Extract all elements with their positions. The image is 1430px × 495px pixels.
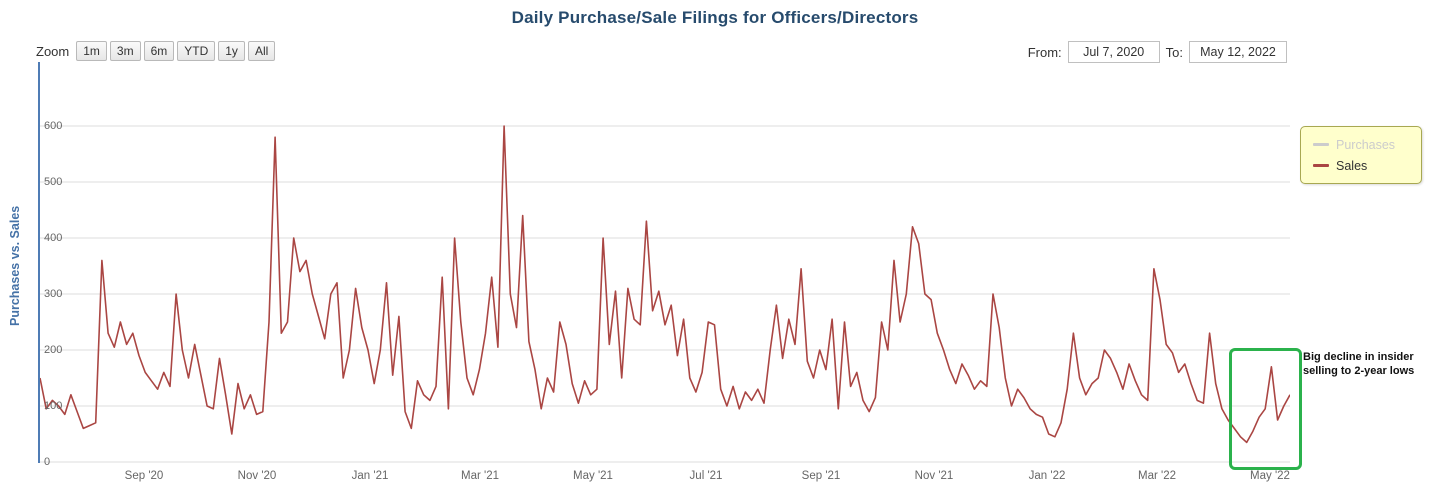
zoom-button-3m[interactable]: 3m <box>109 41 141 61</box>
x-axis-tick-label: Sep '20 <box>124 470 164 482</box>
x-axis-tick-label: Jan '22 <box>1028 470 1066 482</box>
x-axis-tick-label: Mar '22 <box>1138 470 1176 482</box>
legend-label-purchases: Purchases <box>1336 137 1396 152</box>
zoom-button-ytd[interactable]: YTD <box>177 41 216 61</box>
y-axis-line <box>38 62 40 463</box>
legend: Purchases Sales <box>1300 126 1422 184</box>
annotation-highlight-box <box>1229 348 1302 470</box>
zoom-button-all[interactable]: All <box>247 41 276 61</box>
zoom-button-6m[interactable]: 6m <box>143 41 175 61</box>
range-selector: Zoom 1m 3m 6m YTD 1y All <box>36 41 276 61</box>
x-axis-tick-label: May '22 <box>1250 470 1290 482</box>
x-axis-tick-label: Jan '21 <box>351 470 389 482</box>
x-axis-tick-label: Jul '21 <box>689 470 723 482</box>
legend-item-sales[interactable]: Sales <box>1313 155 1421 176</box>
from-label: From: <box>1027 44 1062 60</box>
legend-label-sales: Sales <box>1336 158 1368 173</box>
legend-marker-sales <box>1313 164 1329 167</box>
y-axis-title: Purchases vs. Sales <box>8 205 22 327</box>
x-axis-tick-label: Mar '21 <box>461 470 499 482</box>
zoom-buttons: 1m 3m 6m YTD 1y All <box>76 41 276 61</box>
plot-svg <box>40 125 1290 463</box>
from-date-input[interactable] <box>1067 41 1160 63</box>
legend-item-purchases[interactable]: Purchases <box>1313 134 1421 155</box>
zoom-button-1m[interactable]: 1m <box>76 41 107 61</box>
chart-title: Daily Purchase/Sale Filings for Officers… <box>511 8 919 27</box>
zoom-label: Zoom <box>36 43 70 59</box>
to-label: To: <box>1165 44 1183 60</box>
zoom-button-1y[interactable]: 1y <box>218 41 245 61</box>
to-date-input[interactable] <box>1189 41 1287 63</box>
x-axis-tick-label: May '21 <box>573 470 613 482</box>
x-axis-tick-label: Nov '20 <box>237 470 277 482</box>
x-axis-tick-label: Sep '21 <box>801 470 841 482</box>
plot-area[interactable] <box>40 70 1290 464</box>
date-range-inputs: From: To: <box>1028 41 1287 63</box>
series-line-sales <box>40 125 1290 444</box>
legend-marker-purchases <box>1313 143 1329 146</box>
annotation-text: Big decline in insider selling to 2-year… <box>1303 351 1415 378</box>
x-axis-labels: Sep '20 Nov '20 Jan '21 Mar '21 May '21 Jul '… <box>40 470 1290 486</box>
x-axis-tick-label: Nov '21 <box>914 470 954 482</box>
